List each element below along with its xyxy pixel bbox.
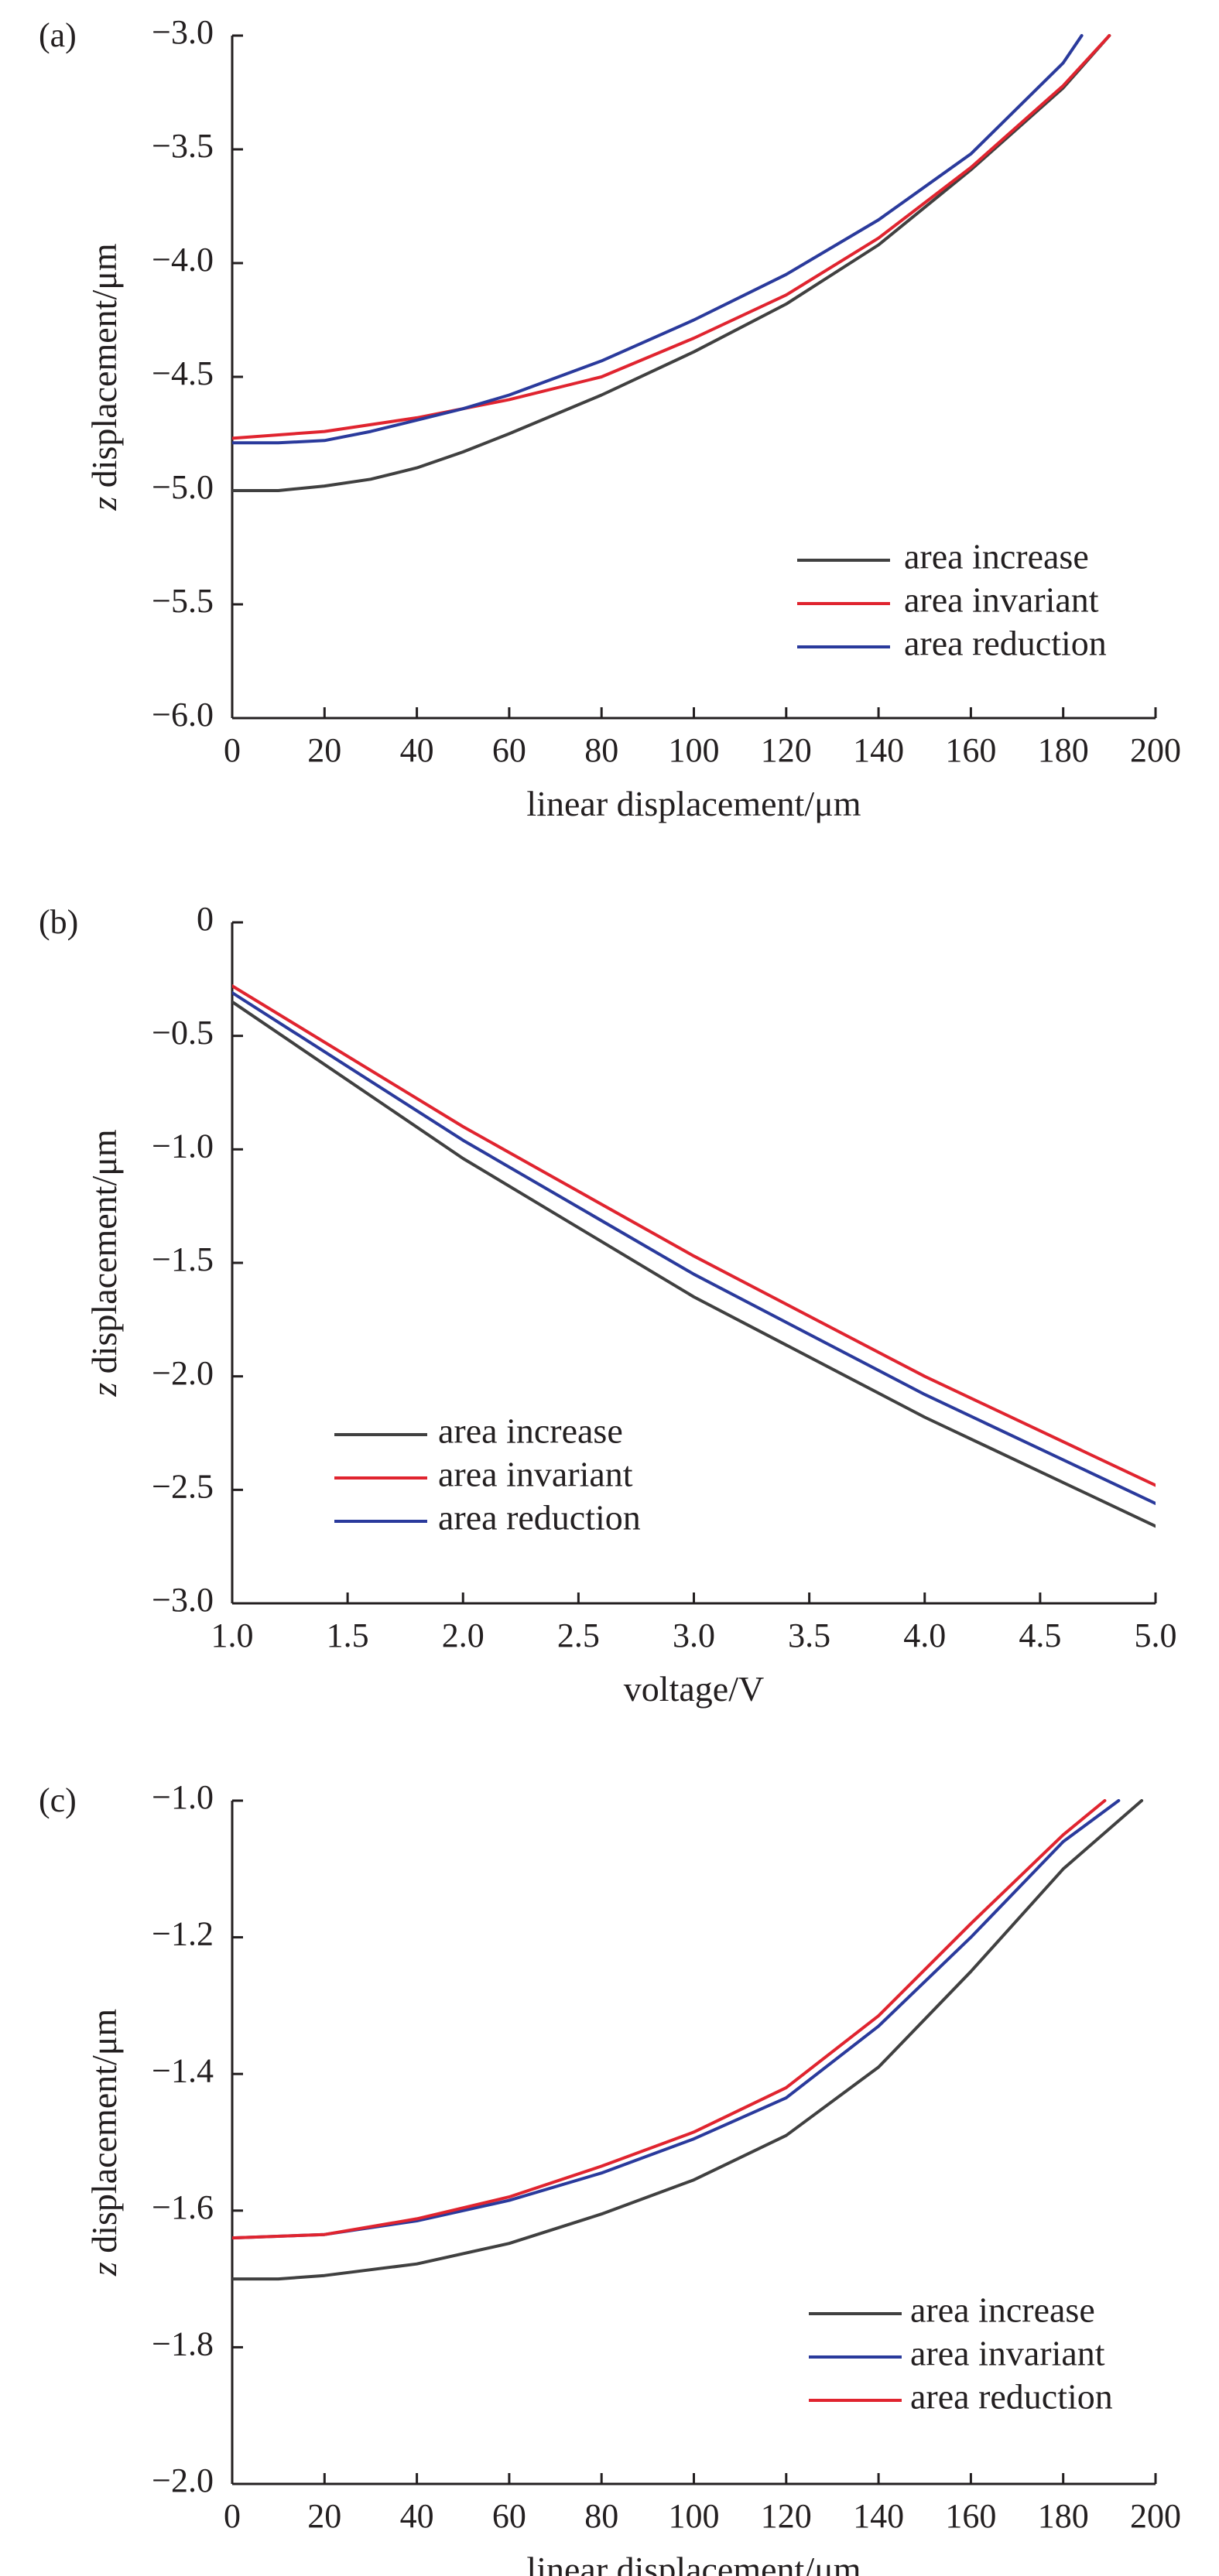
- y-axis-title: z displacement/μm: [84, 1129, 124, 1397]
- legend-label: area increase: [910, 2290, 1095, 2330]
- y-axis-title-variable: z: [84, 2262, 124, 2277]
- x-tick-label: 100: [669, 2497, 720, 2535]
- x-tick-label: 180: [1038, 731, 1089, 769]
- x-tick-label: 80: [584, 731, 618, 769]
- x-tick-label: 0: [224, 731, 241, 769]
- y-axis-title-text: displacement/μm: [84, 243, 124, 497]
- x-tick-label: 120: [761, 2497, 812, 2535]
- x-tick-label: 60: [492, 731, 526, 769]
- x-tick-label: 4.5: [1019, 1616, 1061, 1654]
- x-tick-label: 20: [307, 2497, 341, 2535]
- panel-label: (b): [39, 903, 78, 941]
- y-tick-label: −1.2: [152, 1915, 214, 1953]
- legend-label: area invariant: [910, 2334, 1105, 2373]
- y-tick-label: −3.5: [152, 127, 214, 165]
- series-line-area-invariant: [232, 34, 1111, 440]
- y-axis-title: z displacement/μm: [84, 243, 124, 511]
- legend-label: area reduction: [910, 2377, 1113, 2417]
- legend-label: area invariant: [904, 580, 1099, 620]
- legend-label: area increase: [904, 537, 1089, 576]
- x-tick-label: 4.0: [903, 1616, 946, 1654]
- y-tick-label: −2.5: [152, 1467, 214, 1505]
- y-tick-label: −2.0: [152, 1354, 214, 1392]
- chart-panel-1: (a) −6.0 −5.5 −5.0 −4.5 −4.0 −3.5 −3.0 0 20 40 60 80…: [39, 13, 1181, 823]
- x-tick-label: 60: [492, 2497, 526, 2535]
- legend-label: area increase: [438, 1411, 623, 1451]
- x-tick-label: 0: [224, 2497, 241, 2535]
- y-tick-label: −4.5: [152, 354, 214, 392]
- y-tick-label: −5.5: [152, 582, 214, 620]
- x-axis-title: linear displacement/μm: [526, 784, 861, 823]
- series-line-area-increase: [232, 1799, 1144, 2281]
- series-line-area-invariant: [232, 1799, 1121, 2240]
- x-tick-label: 2.0: [442, 1616, 485, 1654]
- x-tick-label: 140: [853, 731, 904, 769]
- y-axis-title-text: displacement/μm: [84, 2009, 124, 2263]
- x-tick-label: 200: [1130, 2497, 1181, 2535]
- y-tick-label: −1.5: [152, 1240, 214, 1278]
- x-tick-label: 160: [945, 731, 996, 769]
- series-line-area-reduction: [232, 990, 1156, 1505]
- y-axis-title-variable: z: [84, 497, 124, 511]
- y-axis-title-variable: z: [84, 1383, 124, 1397]
- x-tick-label: 40: [400, 2497, 434, 2535]
- y-tick-label: −0.5: [152, 1014, 214, 1052]
- chart-panel-3: (c) −2.0 −1.8 −1.6 −1.4 −1.2 −1.0 0 20 40 60 80 100 1…: [39, 1778, 1181, 2576]
- series-line-area-increase: [232, 1000, 1156, 1528]
- y-tick-label: −2.0: [152, 2461, 214, 2499]
- y-tick-label: −1.8: [152, 2325, 214, 2362]
- x-tick-label: 200: [1130, 731, 1181, 769]
- y-tick-label: −3.0: [152, 13, 214, 51]
- legend: area increase area invariant area reductio…: [797, 537, 1107, 663]
- series-line-area-increase: [232, 34, 1111, 492]
- x-tick-label: 160: [945, 2497, 996, 2535]
- panel-label: (c): [39, 1781, 77, 1819]
- y-tick-label: −1.0: [152, 1778, 214, 1816]
- y-tick-label: −6.0: [152, 696, 214, 734]
- legend-label: area invariant: [438, 1455, 633, 1494]
- y-tick-label: −1.0: [152, 1127, 214, 1165]
- x-tick-label: 180: [1038, 2497, 1089, 2535]
- x-tick-label: 3.0: [673, 1616, 715, 1654]
- y-tick-label: −4.0: [152, 241, 214, 279]
- y-tick-label: −1.4: [152, 2051, 214, 2089]
- x-tick-label: 120: [761, 731, 812, 769]
- y-axis-title: z displacement/μm: [84, 2009, 124, 2277]
- x-tick-label: 2.5: [557, 1616, 600, 1654]
- legend: area increase area invariant area reductio…: [334, 1411, 641, 1538]
- x-tick-label: 1.5: [327, 1616, 369, 1654]
- series-line-area-reduction: [232, 1799, 1107, 2240]
- x-tick-label: 5.0: [1135, 1616, 1177, 1654]
- x-tick-label: 40: [400, 731, 434, 769]
- x-tick-label: 3.5: [788, 1616, 830, 1654]
- y-tick-label: −3.0: [152, 1581, 214, 1619]
- legend: area increase area invariant area reductio…: [809, 2290, 1113, 2417]
- x-axis-title: voltage/V: [624, 1669, 764, 1709]
- x-tick-label: 20: [307, 731, 341, 769]
- series-line-area-invariant: [232, 984, 1156, 1487]
- chart-panel-2: (b) −3.0 −2.5 −2.0 −1.5 −1.0 −0.5 0 1.0 1.5 2.0 2.5…: [39, 900, 1177, 1709]
- y-tick-label: 0: [197, 900, 214, 938]
- x-tick-label: 1.0: [211, 1616, 254, 1654]
- x-tick-label: 100: [669, 731, 720, 769]
- x-axis-title: linear displacement/μm: [526, 2550, 861, 2576]
- y-tick-label: −5.0: [152, 468, 214, 506]
- x-tick-label: 80: [584, 2497, 618, 2535]
- series-line-area-reduction: [232, 34, 1084, 445]
- legend-label: area reduction: [904, 624, 1107, 663]
- panel-label: (a): [39, 16, 77, 54]
- y-axis-title-text: displacement/μm: [84, 1129, 124, 1383]
- y-tick-label: −1.6: [152, 2188, 214, 2226]
- x-tick-label: 140: [853, 2497, 904, 2535]
- legend-label: area reduction: [438, 1498, 641, 1538]
